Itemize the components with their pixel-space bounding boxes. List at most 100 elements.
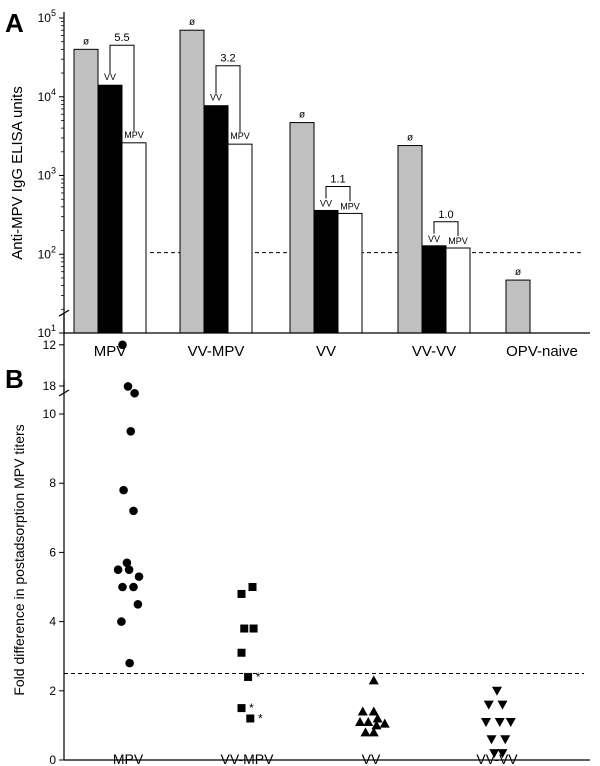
point-vv: [360, 727, 371, 737]
point-vv-mpv: [237, 648, 246, 657]
bar-label-mpv: MPV: [230, 131, 250, 141]
point-mpv: [123, 382, 133, 391]
point-vv-vv: [483, 700, 494, 710]
y-tick-exponent: 4: [51, 87, 56, 97]
point-vv: [372, 713, 383, 723]
x-category-label: VV: [362, 751, 381, 766]
y-tick-label: 10: [43, 407, 57, 421]
point-vv: [379, 718, 390, 728]
x-category-label: VV: [316, 343, 336, 360]
bar-mpv-preadsorption: [73, 48, 99, 334]
point-vv: [371, 720, 382, 730]
y-tick-base: 10: [38, 90, 52, 104]
point-vv: [355, 716, 365, 726]
y-tick-label: 2: [49, 684, 56, 698]
bar-vv-mpv-preadsorption: [179, 29, 205, 334]
panel-b-scatter-chart: B Fold difference in postadsorption MPV …: [5, 309, 590, 766]
bar-label-null: ø: [515, 267, 521, 278]
point-mpv: [124, 565, 134, 574]
panel-b-ylabel: Fold difference in postadsorption MPV ti…: [11, 424, 27, 695]
point-mpv: [117, 617, 126, 626]
y-tick-label: 101: [38, 323, 56, 340]
point-vv-mpv: [246, 714, 255, 723]
panel-a-x-categories: MPV VV-MPV VV VV-VV OPV-naive: [94, 343, 578, 360]
fold-change-label: 1.0: [438, 209, 453, 221]
x-category-label: VV-VV: [412, 343, 456, 360]
y-tick-base: 10: [38, 169, 52, 183]
x-category-label: VV-MPV: [221, 751, 275, 766]
panel-a-bar-labels: ø VV MPV 5.5 ø VV MPV 3.2 ø VV MPV 1.1 ø VV MPV 1.0 ø: [83, 17, 521, 278]
point-vv-vv: [494, 717, 505, 727]
fold-change-label: 5.5: [114, 32, 129, 44]
point-mpv: [122, 558, 132, 568]
point-mpv: [118, 340, 127, 350]
point-vv-mpv: [240, 624, 249, 633]
point-vv-vv: [505, 717, 516, 727]
y-tick-label: 18: [43, 379, 57, 393]
bar-vv-vv-preadsorption: [397, 145, 423, 334]
point-note: *: [258, 711, 263, 725]
point-vv-vv: [500, 735, 511, 745]
x-category-label: VV-MPV: [188, 343, 245, 360]
point-vv-mpv: [237, 589, 246, 598]
y-tick-exponent: 5: [51, 8, 56, 18]
panel-a-bar-chart: A Anti-MPV IgG ELISA units øVVMPV5.5øVVM…: [5, 8, 590, 360]
bar-label-mpv: MPV: [448, 236, 468, 246]
x-category-label: MPV: [94, 343, 127, 360]
y-tick-label: 103: [38, 166, 56, 183]
point-mpv: [129, 582, 138, 592]
bar-mpv-mpv: [121, 142, 147, 334]
bar-vv-mpv-vv: [203, 105, 229, 334]
panel-a-label: A: [5, 8, 24, 38]
point-vv: [357, 706, 368, 716]
y-tick-label: 8: [49, 476, 56, 490]
point-mpv: [119, 485, 128, 495]
bar-label-null: ø: [83, 36, 89, 47]
point-vv-vv: [489, 749, 500, 759]
point-vv: [368, 706, 379, 716]
bar-label-null: ø: [189, 17, 195, 28]
panel-b-y-ticks: 0 2 4 6 8 10 12 18: [43, 338, 64, 766]
bar-vv-mpv-mpv: [227, 143, 253, 334]
y-tick-label: 12: [43, 338, 57, 352]
bar-label-vv: VV: [320, 198, 332, 208]
point-vv-mpv: [248, 583, 257, 591]
panel-b-label: B: [5, 364, 24, 394]
y-tick-base: 10: [38, 247, 52, 261]
fold-change-bracket: [109, 44, 135, 131]
y-tick-label: 6: [49, 545, 56, 559]
panel-b-axis-break: [58, 309, 70, 397]
bar-vv-vv-vv: [421, 245, 447, 334]
bar-vv-vv: [313, 209, 339, 334]
point-mpv: [130, 388, 139, 398]
y-tick-label: 4: [49, 615, 56, 629]
bar-vv-mpv: [337, 212, 363, 334]
fold-change-label: 3.2: [220, 53, 235, 65]
point-mpv: [125, 658, 134, 668]
point-mpv: [134, 572, 144, 581]
point-note: *: [256, 670, 261, 684]
fold-change-bracket: [325, 185, 351, 202]
bar-opv-naive-preadsorption: [505, 279, 531, 334]
point-vv-vv: [486, 735, 497, 745]
x-category-label: VV-VV: [476, 751, 518, 766]
y-tick-base: 10: [38, 326, 52, 340]
bar-label-vv: VV: [104, 72, 116, 82]
point-mpv: [118, 582, 127, 592]
point-vv-mpv: [237, 704, 246, 713]
fold-change-label: 1.1: [330, 173, 345, 185]
point-vv-vv: [492, 686, 502, 696]
point-mpv: [129, 506, 138, 516]
point-mpv: [126, 427, 136, 436]
bar-label-mpv: MPV: [124, 130, 144, 140]
x-category-label: MPV: [113, 751, 144, 766]
bar-label-mpv: MPV: [340, 201, 360, 211]
y-tick-label: 0: [49, 753, 56, 766]
point-vv-vv: [497, 749, 508, 759]
bar-mpv-vv: [97, 84, 123, 334]
y-tick-label: 104: [38, 87, 56, 104]
y-tick-exponent: 3: [51, 166, 56, 176]
point-vv: [363, 716, 374, 726]
